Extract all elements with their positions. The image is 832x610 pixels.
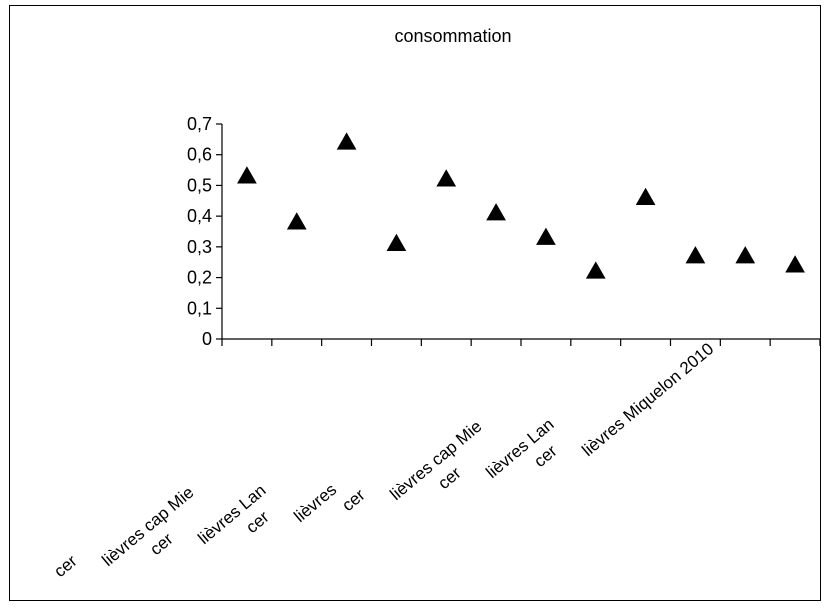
y-tick-label: 0,6 [187, 145, 212, 165]
data-point [336, 132, 357, 150]
data-point [735, 246, 756, 264]
data-point [785, 255, 805, 273]
y-tick-label: 0,7 [187, 114, 212, 134]
chart-title: consommation [394, 26, 511, 46]
y-axis-ticks: 0 0,1 0,2 0,3 0,4 0,5 0,6 0,7 [187, 114, 222, 349]
chart-frame [9, 5, 821, 601]
y-tick-label: 0,5 [187, 175, 212, 195]
y-tick-label: 0,1 [187, 298, 212, 318]
data-markers [237, 132, 805, 279]
y-tick-label: 0,3 [187, 237, 212, 257]
data-point [685, 246, 706, 264]
y-tick-label: 0,4 [187, 206, 212, 226]
data-point [386, 233, 407, 252]
x-category-label: lièvres cap Mie [386, 417, 485, 504]
y-tick-label: 0,2 [187, 268, 212, 288]
data-point [436, 169, 457, 187]
x-category-label: cer [338, 485, 369, 515]
data-point [486, 203, 506, 221]
data-point [286, 212, 307, 230]
data-point [536, 227, 556, 245]
data-point [635, 187, 656, 205]
x-category-label: cer [50, 551, 81, 581]
x-category-label: lièvres cap Mie [98, 483, 197, 570]
data-point [237, 166, 257, 184]
x-category-label: lièvres Miquelon 2010 [578, 339, 717, 460]
y-tick-label: 0 [202, 329, 212, 349]
chart-axes [221, 124, 820, 340]
x-category-label: lièvres [290, 480, 340, 526]
data-point [585, 261, 606, 279]
